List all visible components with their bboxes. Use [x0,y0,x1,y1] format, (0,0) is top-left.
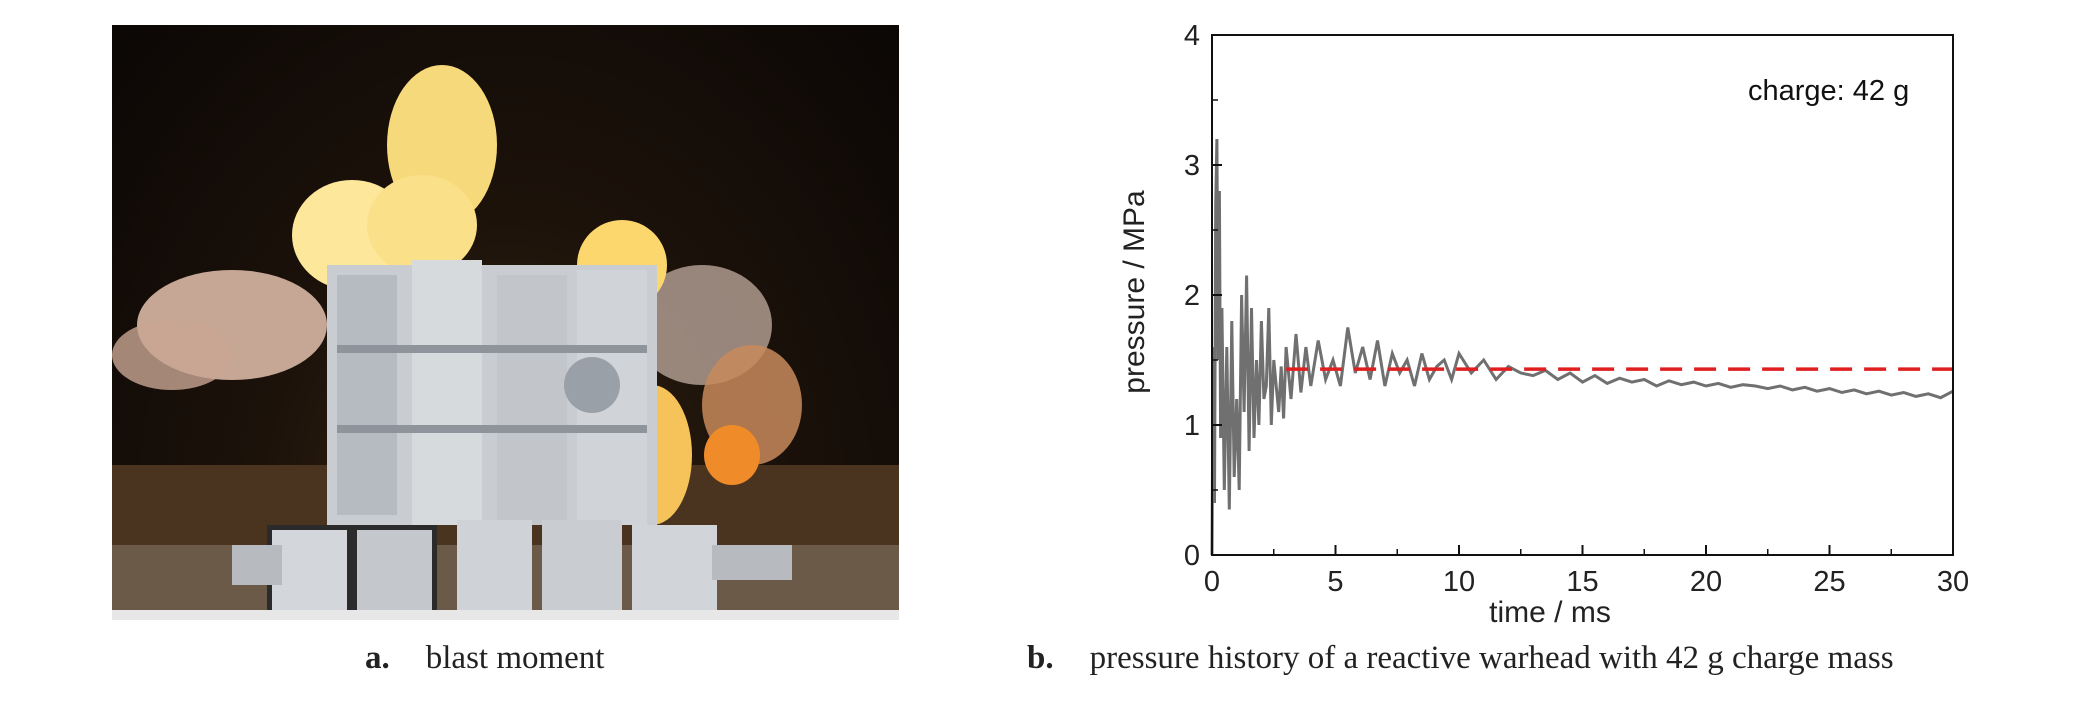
x-tick-label: 25 [1813,566,1845,598]
pressure-chart: 0 5 10 15 20 25 30 0 1 2 3 4 pressure / MPa time / … [1118,0,1980,635]
y-axis-label: pressure / MPa [1120,190,1151,394]
x-tick-label: 15 [1566,566,1598,598]
pressure-series-line [1210,138,1954,556]
x-tick-label: 5 [1327,566,1343,598]
plot-series [1210,138,1954,556]
blast-photo [112,25,899,620]
x-tick-label: 0 [1204,566,1220,598]
charge-annotation: charge: 42 g [1748,75,1909,107]
caption-a-text: blast moment [425,640,605,676]
y-tick-label: 3 [1184,150,1200,182]
caption-b-label: b. [1027,640,1054,676]
pressure-chart-svg: 0 5 10 15 20 25 30 0 1 2 3 4 pressure / MPa time / … [1118,20,1969,629]
plot-axes: 0 5 10 15 20 25 30 0 1 2 3 4 [1184,20,1969,598]
x-tick-label: 20 [1690,566,1722,598]
x-tick-label: 10 [1443,566,1475,598]
caption-a-label: a. [365,640,390,676]
plot-frame [1211,34,1954,556]
caption-b: b. pressure history of a reactive warhead… [1027,640,1894,677]
x-tick-label: 30 [1937,566,1969,598]
y-tick-label: 4 [1184,20,1200,52]
caption-a: a. blast moment [365,640,604,677]
x-axis-label: time / ms [1489,596,1611,629]
y-tick-label: 1 [1184,410,1200,442]
caption-b-text: pressure history of a reactive warhead w… [1089,640,1894,676]
y-tick-label: 2 [1184,280,1200,312]
y-tick-label: 0 [1184,540,1200,572]
